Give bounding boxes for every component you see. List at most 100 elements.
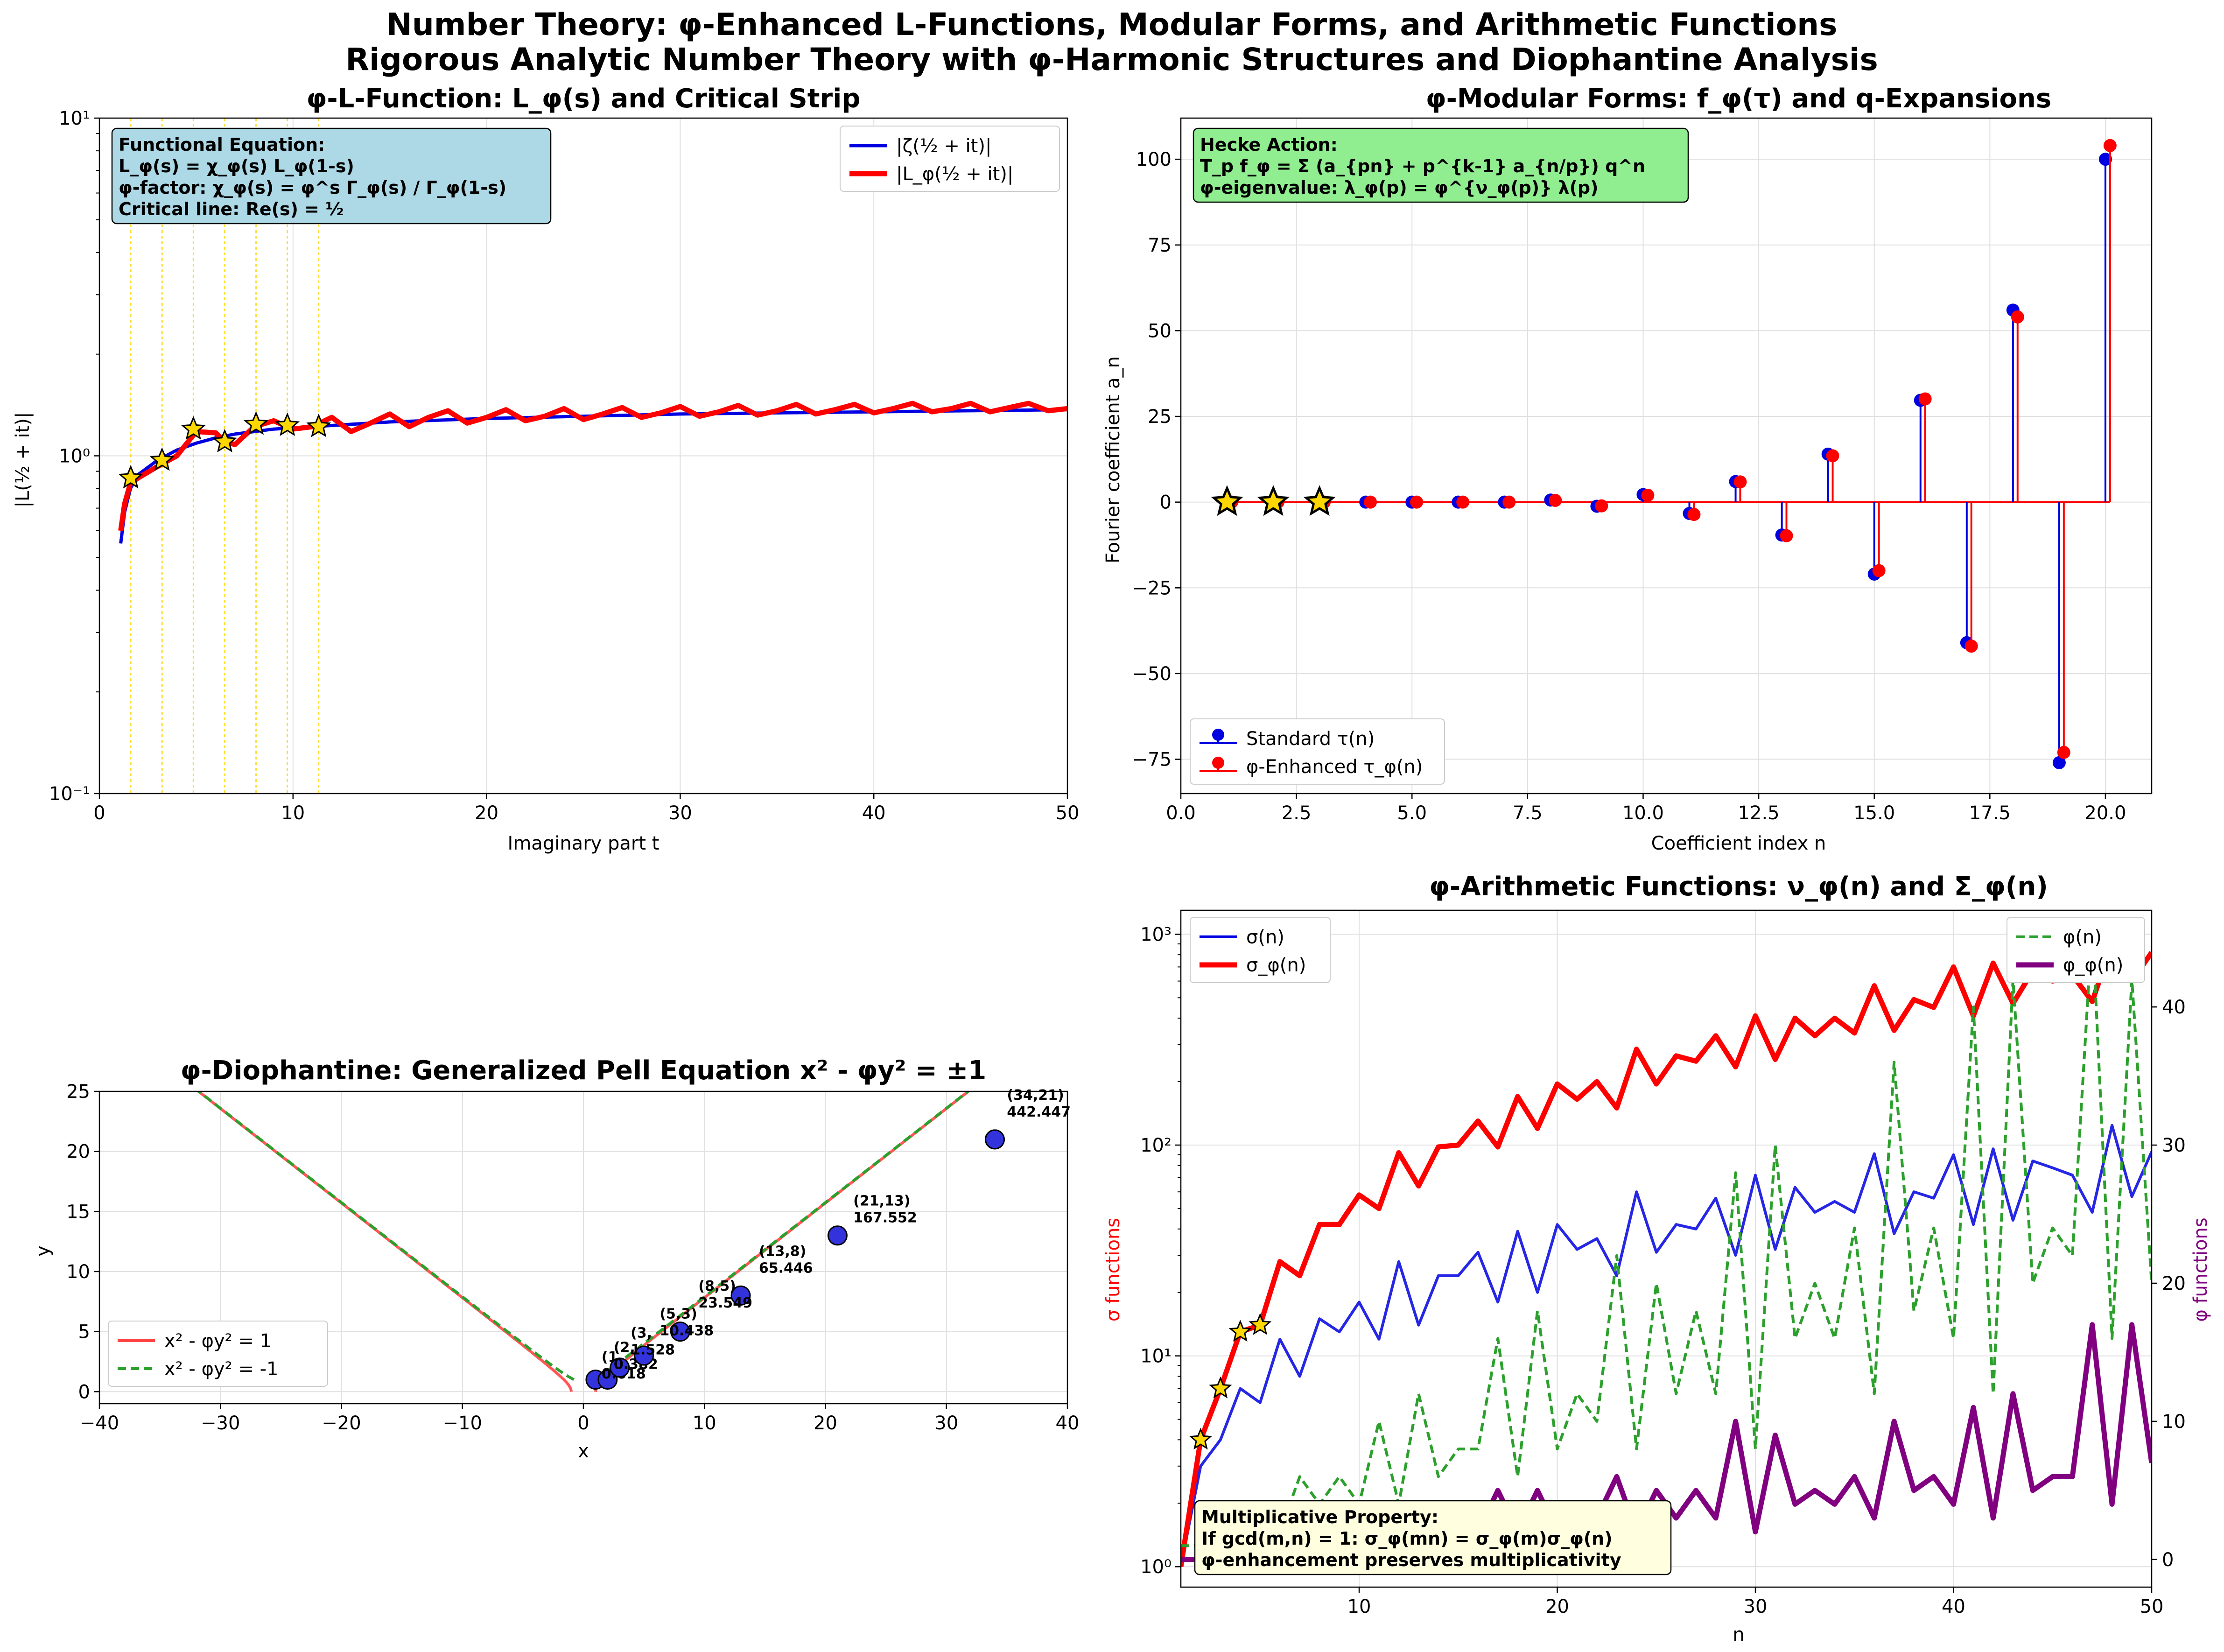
arithmetic-series-line	[1181, 922, 2152, 1547]
lfunction-zero-star	[243, 411, 269, 435]
modular-marker	[1410, 495, 1424, 509]
lfunction-legend-label: |ζ(½ + it)|	[896, 135, 991, 157]
pell-xtick-label: 20	[814, 1413, 837, 1434]
arithmetic-ylabel-right: φ functions	[2190, 1217, 2211, 1322]
pell-point-label: (5,3)	[659, 1306, 697, 1322]
figure-title-line2: Rigorous Analytic Number Theory with φ-H…	[345, 42, 1878, 77]
modular-eigen-star	[1211, 485, 1243, 516]
lfunction-zero-star	[118, 464, 143, 489]
pell-ytick-label: 0	[78, 1381, 90, 1403]
pell-point-label: (2,	[614, 1339, 635, 1356]
pell-curves	[196, 1091, 971, 1392]
pell-point-value: 23.549	[698, 1295, 752, 1311]
modular-info-line: φ-eigenvalue: λ_φ(p) = φ^{ν_φ(p)} λ(p)	[1200, 177, 1598, 198]
modular-xtick-label: 17.5	[1969, 802, 2011, 824]
pell-point-value: 65.446	[759, 1260, 813, 1277]
modular-ytick-label: −75	[1132, 749, 1172, 771]
modular-ytick-label: −50	[1132, 663, 1172, 685]
lfunction-zero-star	[149, 447, 175, 471]
arithmetic-ytick-left-label: 10⁰	[1140, 1556, 1172, 1578]
modular-eigen-star	[1257, 485, 1290, 516]
pell-xtick-label: 40	[1056, 1413, 1080, 1434]
lfunction-xtick-label: 20	[475, 802, 498, 824]
modular-info-line: Hecke Action:	[1200, 134, 1338, 155]
modular-ytick-label: 50	[1148, 320, 1172, 342]
arithmetic-legend-right-label: φ(n)	[2063, 927, 2102, 948]
lfunction-title: φ-L-Function: L_φ(s) and Critical Strip	[307, 84, 861, 114]
arithmetic-star	[1189, 1427, 1213, 1450]
pell-solution-point	[827, 1225, 848, 1246]
pell-xtick-label: 0	[577, 1413, 589, 1434]
arithmetic-chart: φ-Arithmetic Functions: ν_φ(n) and Σ_φ(n…	[1102, 872, 2211, 1645]
pell-point-label: (13,8)	[759, 1244, 806, 1260]
modular-info-box	[1193, 127, 1689, 203]
pell-xtick-label: 30	[934, 1413, 958, 1434]
lfunction-zero-star	[275, 412, 300, 436]
arithmetic-xlabel: n	[1733, 1624, 1744, 1645]
pell-solution-point	[670, 1322, 690, 1342]
lfunction-series-zeta	[119, 408, 1068, 544]
pell-ytick-label: 15	[66, 1201, 90, 1223]
modular-marker	[2103, 139, 2117, 152]
modular-marker	[2052, 756, 2066, 769]
modular-marker	[1872, 564, 1886, 577]
arithmetic-ytick-right-label: 10	[2162, 1411, 2186, 1433]
arithmetic-info-box	[1194, 1500, 1672, 1575]
pell-solution-point	[597, 1370, 618, 1390]
arithmetic-xtick-label: 40	[1942, 1596, 1965, 1617]
modular-marker	[1780, 529, 1793, 542]
arithmetic-ytick-left-label: 10²	[1140, 1135, 1172, 1156]
modular-marker	[2057, 745, 2070, 759]
modular-legend	[1190, 718, 1445, 785]
lfunction-series-lphi	[118, 401, 1068, 531]
arithmetic-title: φ-Arithmetic Functions: ν_φ(n) and Σ_φ(n…	[1429, 872, 2048, 902]
arithmetic-legend-left-label: σ(n)	[1246, 927, 1284, 948]
arithmetic-xtick-label: 30	[1744, 1596, 1768, 1617]
modular-xtick-label: 10.0	[1622, 802, 1664, 824]
pell-ytick-label: 25	[66, 1081, 90, 1103]
modular-xtick-label: 12.5	[1738, 802, 1780, 824]
modular-marker	[1826, 449, 1839, 463]
modular-marker	[1456, 495, 1470, 509]
modular-xtick-label: 0.0	[1166, 802, 1196, 824]
figure-title-line1: Number Theory: φ-Enhanced L-Functions, M…	[386, 7, 1838, 42]
lfunction-info-line: Critical line: Re(s) = ½	[119, 199, 344, 219]
lfunction-legend	[840, 126, 1060, 192]
pell-solution-point	[634, 1345, 654, 1366]
pell-solution-point	[610, 1357, 630, 1378]
lfunction-zero-star	[181, 416, 206, 440]
pell-xtick-label: −20	[322, 1413, 361, 1434]
pell-curve-minus1	[592, 1091, 970, 1381]
arithmetic-legend-right-label: φ_φ(n)	[2063, 955, 2123, 976]
arithmetic-star	[1209, 1376, 1232, 1399]
lfunction-xlabel: Imaginary part t	[508, 833, 659, 854]
lfunction-zero-star	[212, 429, 238, 453]
modular-ytick-label: 25	[1148, 406, 1172, 428]
lfunction-ylabel: |L(½ + it)|	[12, 412, 34, 508]
modular-ytick-label: 0	[1160, 492, 1172, 513]
modular-legend-swatch	[1212, 757, 1224, 769]
modular-xtick-label: 5.0	[1397, 802, 1427, 824]
arithmetic-info-line: If gcd(m,n) = 1: σ_φ(mn) = σ_φ(m)σ_φ(n)	[1201, 1528, 1613, 1549]
arithmetic-axes	[1180, 909, 2153, 1588]
pell-xlabel: x	[578, 1441, 589, 1462]
modular-marker	[1918, 392, 1932, 406]
pell-ytick-label: 10	[66, 1261, 90, 1283]
modular-legend-label: Standard τ(n)	[1246, 728, 1375, 750]
arithmetic-ytick-right-label: 20	[2162, 1273, 2186, 1294]
pell-point-value: 442.447	[1007, 1104, 1071, 1120]
arithmetic-ylabel-left: σ functions	[1102, 1218, 1124, 1322]
modular-ytick-label: 100	[1136, 149, 1172, 170]
pell-point-label: (3,	[631, 1325, 652, 1341]
modular-eigen-star	[1303, 485, 1336, 516]
lfunction-legend-label: |L_φ(½ + it)|	[896, 163, 1013, 185]
pell-ylabel: y	[32, 1245, 54, 1257]
pell-xtick-label: −40	[80, 1413, 119, 1434]
pell-point-value: 167.552	[853, 1209, 917, 1226]
modular-marker	[2011, 310, 2024, 324]
modular-ylabel: Fourier coefficient a_n	[1102, 356, 1124, 563]
modular-xlabel: Coefficient index n	[1651, 833, 1826, 854]
lfunction-zero-star	[306, 414, 331, 437]
arithmetic-lines	[1181, 922, 2152, 1568]
modular-marker	[1641, 488, 1655, 502]
